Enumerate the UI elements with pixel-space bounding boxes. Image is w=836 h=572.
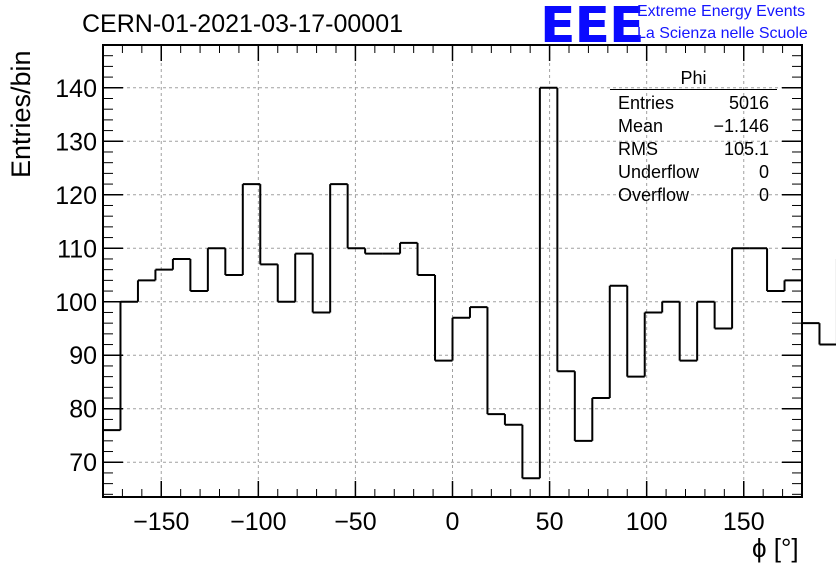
histogram-bin [783, 279, 802, 292]
y-tick-label: 140 [55, 75, 97, 103]
y-tick-label: 80 [69, 396, 97, 424]
histogram-bin [591, 397, 610, 441]
stats-row-mean: Mean −1.146 [610, 116, 777, 139]
histogram-bin [311, 253, 331, 314]
histogram-bin [189, 258, 208, 293]
x-tick-label: 100 [626, 508, 668, 536]
stats-divider [610, 89, 777, 90]
stats-value: 0 [758, 185, 769, 205]
logo-caption-line2: La Scienza nelle Scuole [637, 25, 808, 42]
histogram-bin [678, 301, 698, 362]
stats-label: Overflow [618, 185, 690, 205]
stats-label: Mean [618, 116, 664, 136]
histogram-bin [503, 414, 523, 426]
stats-label: Entries [618, 93, 675, 113]
histogram-bin [766, 248, 785, 293]
y-tick-label: 70 [69, 449, 97, 477]
histogram-bin [573, 371, 593, 442]
histogram-bin [206, 247, 226, 292]
stats-value: −1.146 [713, 116, 769, 136]
histogram-bin [416, 242, 436, 277]
x-tick-label: −150 [133, 508, 189, 536]
histogram-bin [468, 306, 488, 318]
stats-label: RMS [618, 139, 658, 159]
x-tick-label: 150 [723, 508, 765, 536]
histogram-bin [294, 252, 313, 302]
stats-value: 5016 [728, 93, 769, 113]
x-tick-label: −100 [230, 508, 286, 536]
histogram-bin [154, 268, 173, 281]
y-tick-label: 90 [69, 342, 97, 370]
histogram-bin [136, 279, 156, 302]
histogram-bin [521, 424, 540, 480]
histogram-bin [731, 247, 750, 329]
histogram-bin [276, 264, 296, 303]
histogram-bin [696, 300, 715, 361]
histogram-bin [801, 280, 820, 325]
histogram-bin [661, 300, 680, 313]
eee-logo: EEE [540, 0, 645, 55]
histogram-bin [102, 429, 121, 497]
stats-row-rms: RMS 105.1 [610, 139, 777, 162]
y-axis-label: Entries/bin [6, 50, 36, 178]
x-tick-label: 0 [446, 508, 460, 536]
histogram-bin [224, 248, 243, 277]
histogram-bin [171, 257, 191, 270]
stats-value: 0 [758, 162, 769, 182]
stats-row-overflow: Overflow 0 [610, 185, 777, 208]
histogram-bin [241, 183, 261, 276]
y-tick-label: 120 [55, 182, 97, 210]
stats-row-underflow: Underflow 0 [610, 162, 777, 185]
histogram-bin [329, 183, 348, 313]
y-tick-label: 130 [55, 128, 97, 156]
axis-ticks [103, 44, 803, 497]
histogram-bin [626, 285, 645, 378]
run-title: CERN-01-2021-03-17-00001 [82, 10, 404, 38]
histogram-bin [259, 184, 278, 266]
histogram-bin [346, 184, 366, 250]
stats-title: Phi [680, 68, 707, 88]
y-tick-label: 100 [55, 289, 97, 317]
histogram-bin [818, 323, 836, 346]
tick-labels: −150 −100 −50 0 50 100 150 70 80 90 100 110 120 130 14… [55, 75, 764, 536]
histogram-bin [643, 311, 663, 377]
histogram-bin [119, 300, 138, 431]
histogram-bin [486, 307, 505, 416]
histogram-bin [399, 241, 418, 254]
stats-row-entries: Entries 5016 [610, 93, 777, 116]
stats-value: 105.1 [723, 139, 769, 159]
histogram-bin [364, 248, 383, 255]
histogram-bin [538, 86, 558, 479]
histogram-bin [713, 301, 733, 330]
histogram-bin [608, 284, 628, 399]
histogram-bin [451, 316, 470, 361]
x-axis-label: ϕ [°] [752, 533, 799, 563]
logo-caption-line1: Extreme Energy Events [637, 3, 806, 20]
histogram-bin [556, 87, 575, 373]
x-tick-label: 50 [536, 508, 564, 536]
histogram-bin [434, 275, 453, 362]
y-tick-label: 110 [57, 235, 97, 263]
stats-label: Underflow [618, 162, 700, 182]
x-tick-label: −50 [334, 508, 376, 536]
stats-box: Phi Entries 5016 Mean −1.146 RMS 105.1 U… [610, 68, 777, 208]
